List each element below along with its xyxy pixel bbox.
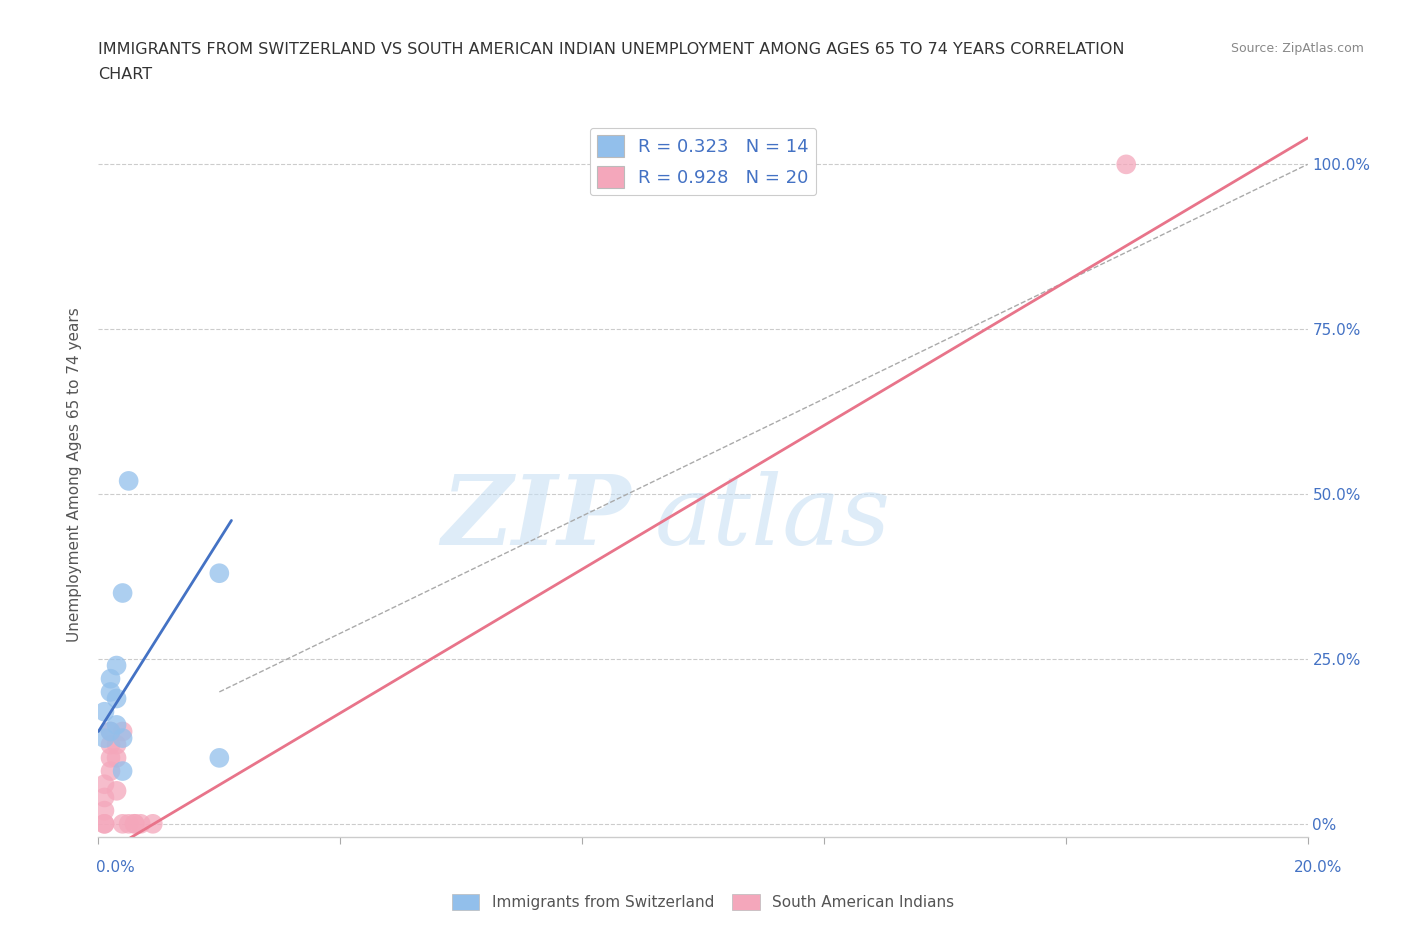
Point	[105, 717, 128, 732]
Point	[93, 777, 115, 791]
Text: 20.0%: 20.0%	[1295, 860, 1343, 875]
Point	[111, 817, 134, 831]
Point	[111, 724, 134, 739]
Legend: Immigrants from Switzerland, South American Indians: Immigrants from Switzerland, South Ameri…	[446, 888, 960, 916]
Point	[124, 817, 146, 831]
Text: atlas: atlas	[655, 471, 891, 565]
Point	[105, 691, 128, 706]
Text: CHART: CHART	[98, 67, 152, 82]
Point	[105, 658, 128, 673]
Point	[105, 783, 128, 798]
Point	[208, 565, 231, 580]
Point	[208, 751, 231, 765]
Point	[118, 817, 141, 831]
Point	[93, 817, 115, 831]
Point	[100, 737, 122, 752]
Text: 0.0%: 0.0%	[96, 860, 135, 875]
Point	[93, 704, 115, 719]
Point	[1115, 157, 1137, 172]
Text: Source: ZipAtlas.com: Source: ZipAtlas.com	[1230, 42, 1364, 55]
Point	[93, 790, 115, 804]
Point	[105, 737, 128, 752]
Point	[93, 731, 115, 746]
Text: IMMIGRANTS FROM SWITZERLAND VS SOUTH AMERICAN INDIAN UNEMPLOYMENT AMONG AGES 65 : IMMIGRANTS FROM SWITZERLAND VS SOUTH AME…	[98, 42, 1125, 57]
Point	[124, 817, 146, 831]
Text: ZIP: ZIP	[441, 471, 630, 565]
Point	[100, 724, 122, 739]
Point	[100, 764, 122, 778]
Point	[105, 751, 128, 765]
Point	[100, 724, 122, 739]
Point	[100, 684, 122, 699]
Y-axis label: Unemployment Among Ages 65 to 74 years: Unemployment Among Ages 65 to 74 years	[67, 307, 83, 642]
Point	[93, 817, 115, 831]
Point	[111, 764, 134, 778]
Point	[93, 804, 115, 818]
Point	[129, 817, 152, 831]
Point	[111, 731, 134, 746]
Point	[100, 751, 122, 765]
Point	[118, 473, 141, 488]
Point	[100, 671, 122, 686]
Point	[142, 817, 165, 831]
Point	[111, 586, 134, 601]
